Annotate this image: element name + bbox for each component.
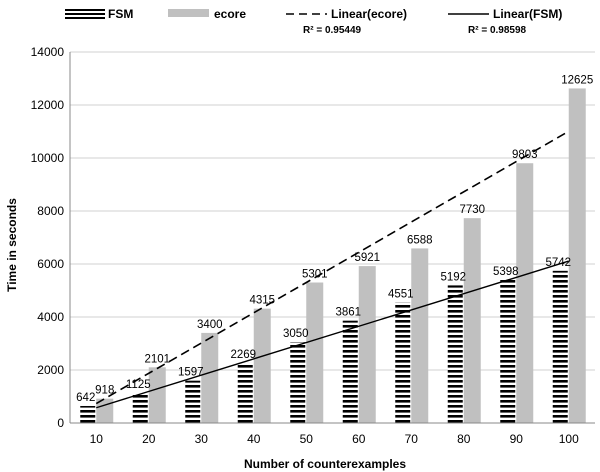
bar-ecore bbox=[96, 398, 114, 423]
data-label-fsm: 5742 bbox=[545, 257, 571, 269]
x-tick-label: 20 bbox=[142, 432, 156, 446]
data-label-ecore: 9803 bbox=[512, 149, 538, 161]
data-label-ecore: 7730 bbox=[459, 204, 485, 216]
bar-fsm bbox=[342, 320, 358, 423]
data-label-fsm: 5398 bbox=[493, 266, 519, 278]
bar-fsm bbox=[237, 362, 253, 423]
trendlines bbox=[95, 130, 570, 409]
legend-swatch-ecore bbox=[168, 9, 209, 17]
bar-ecore bbox=[463, 218, 481, 423]
bar-fsm bbox=[395, 302, 411, 423]
data-label-ecore: 6588 bbox=[407, 234, 433, 246]
trendline-fsm bbox=[96, 260, 569, 409]
x-tick-label: 50 bbox=[300, 432, 314, 446]
data-label-ecore: 4315 bbox=[249, 295, 275, 307]
bar-ecore bbox=[148, 367, 166, 423]
r2-label-fsm: R² = 0.98598 bbox=[468, 25, 527, 36]
data-label-ecore: 2101 bbox=[144, 353, 170, 365]
legend-swatch-fsm bbox=[65, 9, 105, 19]
x-tick-label: 90 bbox=[510, 432, 524, 446]
legend-label-linear-fsm: Linear(FSM) bbox=[493, 7, 562, 21]
data-label-fsm: 642 bbox=[76, 392, 95, 404]
x-tick-label: 30 bbox=[195, 432, 209, 446]
legend-label-ecore: ecore bbox=[214, 7, 246, 21]
bar-ecore bbox=[306, 282, 324, 423]
x-axis-title: Number of counterexamples bbox=[244, 457, 406, 471]
data-label-ecore: 5301 bbox=[302, 269, 328, 281]
r2-label-ecore: R² = 0.95449 bbox=[303, 25, 362, 36]
y-tick-label: 14000 bbox=[31, 45, 65, 59]
bar-fsm bbox=[80, 405, 96, 423]
axes: 0 2000 4000 6000 8000 10000 12000 14000 10 20 30 40… bbox=[31, 45, 595, 446]
bars bbox=[80, 88, 586, 423]
bar-fsm bbox=[132, 393, 148, 423]
y-tick-label: 6000 bbox=[37, 257, 64, 271]
x-tick-label: 10 bbox=[90, 432, 104, 446]
x-tick-label: 40 bbox=[247, 432, 261, 446]
y-tick-label: 4000 bbox=[37, 310, 64, 324]
data-label-ecore: 12625 bbox=[561, 74, 593, 86]
data-label-fsm: 3050 bbox=[283, 328, 309, 340]
data-label-ecore: 5921 bbox=[354, 252, 380, 264]
legend: FSM ecore Linear(ecore) R² = 0.95449 Linear(… bbox=[65, 7, 562, 36]
x-tick-label: 100 bbox=[559, 432, 579, 446]
x-tick-label: 70 bbox=[405, 432, 419, 446]
data-label-fsm: 2269 bbox=[230, 349, 256, 361]
gridlines bbox=[70, 51, 595, 371]
bar-fsm bbox=[185, 380, 201, 423]
data-label-fsm: 4551 bbox=[388, 288, 414, 300]
bar-fsm bbox=[290, 342, 306, 423]
y-tick-label: 10000 bbox=[31, 151, 65, 165]
x-tick-label: 60 bbox=[352, 432, 366, 446]
data-label-fsm: 5192 bbox=[440, 271, 466, 283]
data-label-ecore: 918 bbox=[95, 385, 114, 397]
bar-ecore bbox=[253, 308, 271, 423]
data-label-ecore: 3400 bbox=[197, 319, 223, 331]
bar-ecore bbox=[516, 163, 534, 423]
y-tick-label: 2000 bbox=[37, 363, 64, 377]
bar-ecore bbox=[568, 88, 586, 423]
bar-fsm bbox=[447, 285, 463, 423]
legend-label-fsm: FSM bbox=[108, 7, 133, 21]
bar-fsm bbox=[500, 279, 516, 423]
y-axis-title: Time in seconds bbox=[5, 198, 19, 292]
trendline-ecore bbox=[95, 130, 570, 405]
data-label-fsm: 1125 bbox=[126, 379, 151, 391]
data-label-fsm: 1597 bbox=[178, 367, 204, 379]
bar-ecore bbox=[358, 266, 376, 423]
y-tick-label: 0 bbox=[57, 416, 64, 430]
x-tick-label: 80 bbox=[457, 432, 471, 446]
bar-ecore bbox=[411, 248, 429, 423]
data-label-fsm: 3861 bbox=[335, 307, 361, 319]
y-tick-label: 8000 bbox=[37, 204, 64, 218]
legend-label-linear-ecore: Linear(ecore) bbox=[331, 7, 407, 21]
bar-fsm bbox=[552, 270, 568, 423]
y-tick-label: 12000 bbox=[31, 98, 65, 112]
bar-ecore bbox=[201, 332, 219, 423]
